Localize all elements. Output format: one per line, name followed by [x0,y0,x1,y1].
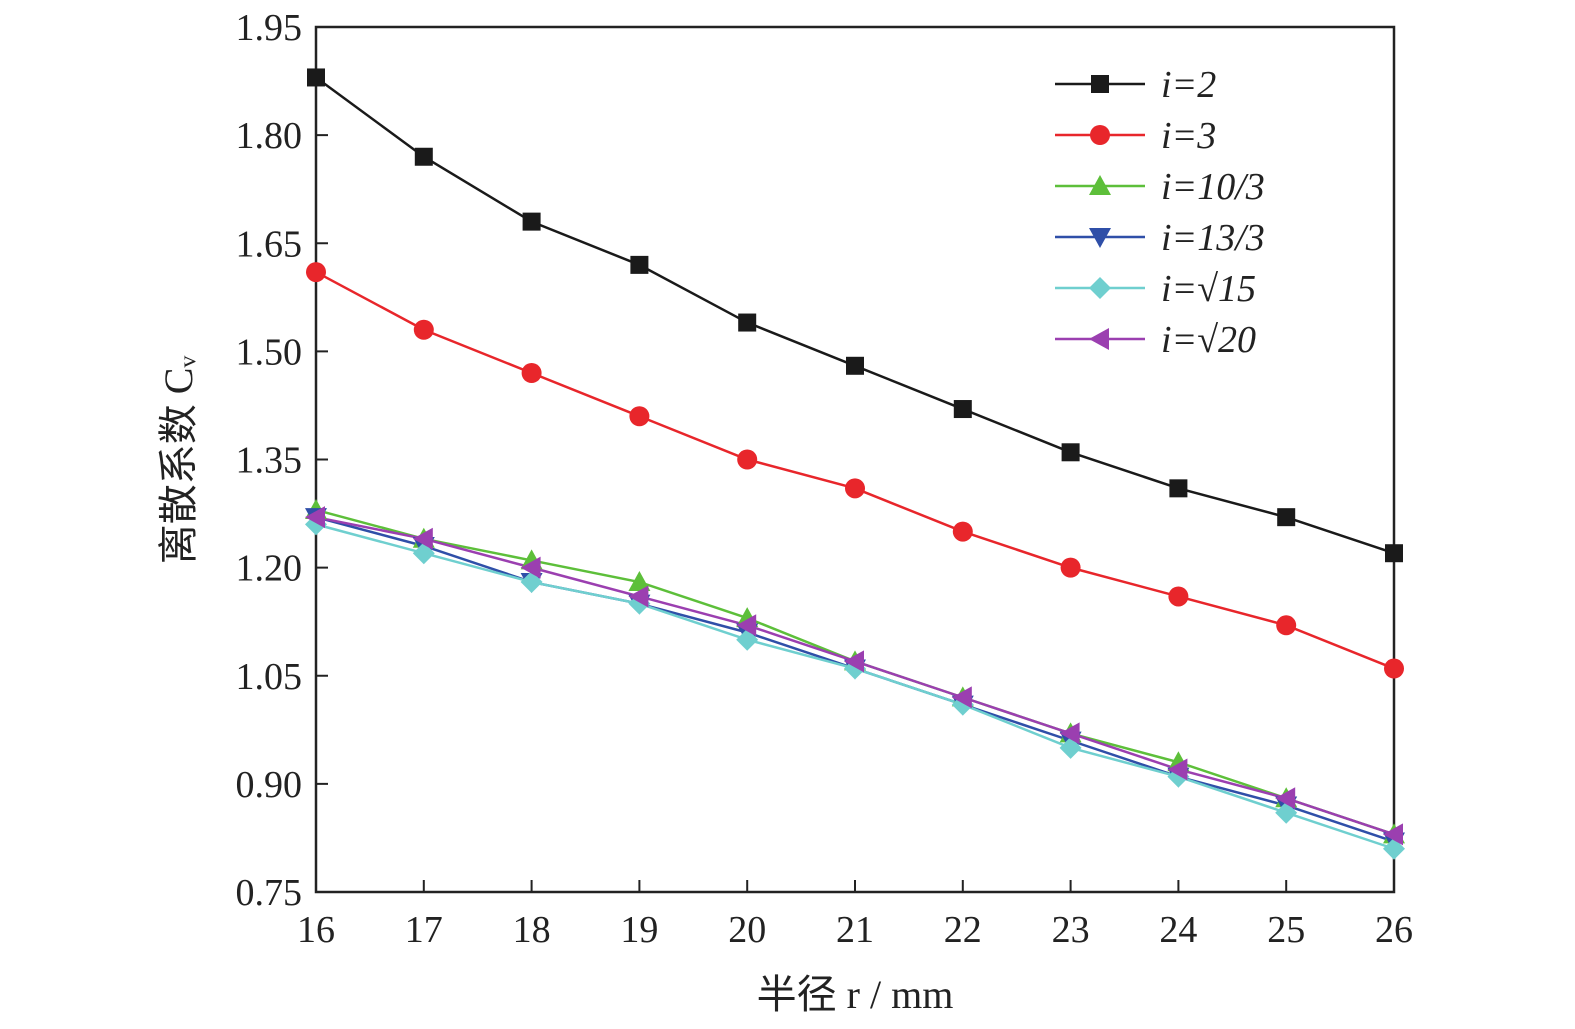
legend-marker [1089,175,1111,195]
x-tick-label: 26 [1375,909,1413,951]
legend-label: i=3 [1161,115,1216,157]
data-point [522,212,541,231]
data-point [630,255,649,274]
legend-marker [1089,228,1111,248]
y-tick-label: 0.90 [236,764,303,806]
legend-label: i=2 [1161,64,1216,106]
data-point [1384,658,1404,679]
series-markers [305,68,1405,860]
data-point [1061,443,1080,462]
y-tick-label: 1.35 [236,440,303,482]
y-tick-label: 1.95 [236,7,303,49]
legend-marker [1089,277,1111,299]
data-point [306,262,326,283]
data-point [1275,787,1296,810]
x-tick-label: 25 [1267,909,1305,951]
data-point [1168,586,1189,607]
legend-marker [1090,125,1110,145]
axis-ticks: 16 17 18 19 20 21 22 23 24 25 26 0.75 0.90 1.05 1.20 1.… [236,7,1414,951]
y-tick-label: 1.65 [236,223,303,265]
data-point [521,363,542,383]
legend-label: i=13/3 [1161,217,1265,259]
data-point [1385,544,1403,563]
data-point [845,478,865,499]
data-point [628,585,649,608]
data-point [951,686,972,709]
data-point [305,506,325,529]
data-point [1277,508,1296,527]
data-point [736,614,757,637]
data-point [1383,823,1403,846]
data-point [952,521,973,542]
y-tick-label: 1.80 [236,115,303,157]
legend-label: i=10/3 [1161,166,1265,208]
data-point [1059,722,1080,745]
data-point [628,571,651,592]
x-axis-title: 半径 r / mm [757,972,954,1017]
legend: i=2 i=3 i=10/3 i=13/3 i=√15 i=√20 [1055,64,1265,361]
data-point [307,68,325,87]
y-axis-title: 离散系数 Cᵥ [156,356,201,565]
data-point [1276,615,1297,636]
data-point [738,313,757,332]
data-point [737,449,758,470]
legend-marker [1091,75,1109,93]
x-tick-label: 23 [1052,909,1090,951]
legend-marker [1089,328,1109,350]
data-point [413,319,434,340]
data-point [520,556,541,579]
plot-frame [314,25,1396,894]
legend-label: i=√15 [1161,268,1256,310]
data-point [1060,557,1081,578]
x-tick-label: 24 [1159,909,1197,951]
y-tick-label: 0.75 [236,872,303,914]
data-point [414,147,433,166]
data-point [844,650,864,673]
legend-label: i=√20 [1161,319,1256,361]
data-point [412,527,433,550]
data-point [1167,758,1188,781]
x-tick-label: 16 [297,909,335,951]
x-tick-label: 20 [728,909,766,951]
data-point [846,356,864,375]
x-tick-label: 18 [513,909,551,951]
x-tick-label: 19 [620,909,658,951]
x-tick-label: 17 [405,909,443,951]
y-tick-label: 1.05 [236,656,303,698]
data-point [1169,479,1188,498]
data-point [953,400,972,419]
series-line [315,523,1395,850]
x-tick-label: 22 [944,909,982,951]
x-tick-label: 21 [836,909,874,951]
y-tick-label: 1.50 [236,331,303,373]
data-point [629,406,650,427]
y-tick-label: 1.20 [236,548,303,590]
